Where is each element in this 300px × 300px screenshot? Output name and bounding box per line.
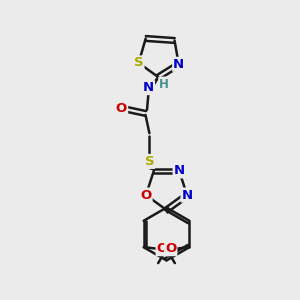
Text: N: N bbox=[173, 58, 184, 71]
Text: S: S bbox=[134, 56, 143, 69]
Text: O: O bbox=[116, 102, 127, 115]
Text: N: N bbox=[174, 164, 185, 177]
Text: N: N bbox=[143, 81, 154, 94]
Text: O: O bbox=[165, 242, 176, 255]
Text: O: O bbox=[157, 242, 168, 255]
Text: N: N bbox=[182, 189, 193, 202]
Text: S: S bbox=[145, 155, 154, 168]
Text: H: H bbox=[159, 77, 169, 91]
Text: O: O bbox=[140, 189, 152, 202]
